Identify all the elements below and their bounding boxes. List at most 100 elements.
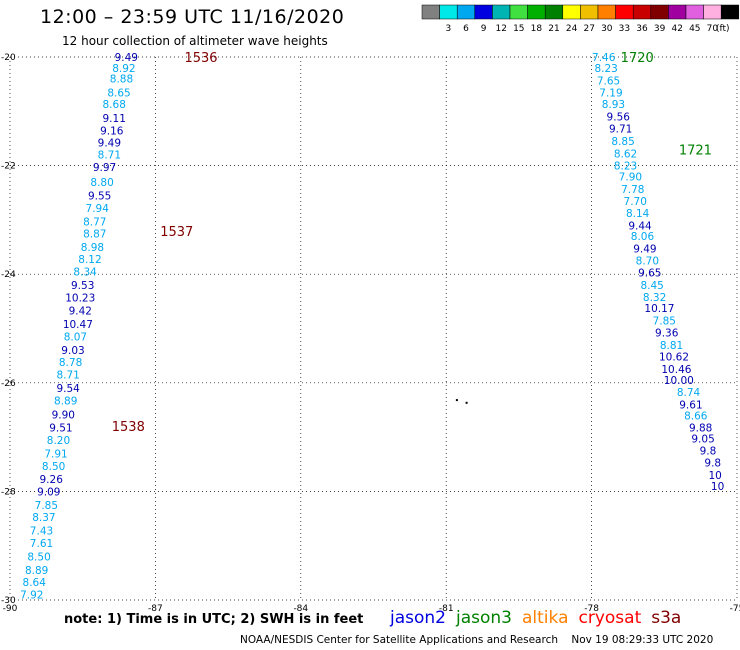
x-tick-label: -84 [293, 604, 308, 614]
wave-height-value: 8.98 [81, 242, 104, 254]
x-tick-label: -90 [3, 604, 18, 614]
colorbar-label: 21 [548, 24, 559, 34]
colorbar-label: 42 [671, 24, 682, 34]
wave-height-value: 9.36 [655, 327, 679, 339]
credit-line: NOAA/NESDIS Center for Satellite Applica… [240, 634, 714, 646]
legend-entry-jason3: jason3 [456, 608, 512, 628]
wave-height-value: 7.46 [592, 52, 616, 64]
chart-title: 12:00 – 23:59 UTC 11/16/2020 [40, 6, 345, 28]
wave-height-value: 10 [711, 481, 724, 493]
legend-entry-altika: altika [522, 608, 569, 628]
wave-height-value: 9.53 [71, 280, 94, 292]
colorbar-unit: (ft) [716, 24, 730, 34]
colorbar-label: 30 [601, 24, 613, 34]
colorbar-label: 6 [463, 24, 469, 34]
wave-height-value: 8.81 [660, 340, 683, 352]
wave-height-value: 10.62 [659, 352, 689, 364]
wave-height-value: 9.05 [691, 434, 714, 446]
y-tick-label: -24 [1, 270, 16, 280]
wave-height-value: 10.47 [63, 319, 93, 331]
wave-height-value: 9.61 [679, 400, 702, 412]
wave-height-value: 8.71 [98, 150, 121, 162]
legend-entry-jason2: jason2 [390, 608, 446, 628]
wave-height-value: 10.23 [65, 293, 95, 305]
wave-height-value: 8.64 [23, 577, 47, 589]
wave-height-value: 8.06 [631, 231, 655, 243]
wave-height-value: 9.49 [98, 137, 121, 149]
wave-height-value: 10.46 [661, 364, 691, 376]
wave-height-value: 8.78 [59, 357, 82, 369]
wave-height-value: 9.51 [49, 422, 72, 434]
wave-height-value: 8.50 [42, 461, 65, 473]
wave-height-value: 9.55 [88, 190, 111, 202]
pass-time-label: 1720 [621, 51, 654, 66]
colorbar-label: 24 [566, 24, 578, 34]
wave-height-value: 8.71 [56, 370, 79, 382]
pass-time-label: 1536 [184, 51, 217, 66]
y-tick-label: -26 [1, 379, 16, 389]
colorbar-label: 12 [495, 24, 506, 34]
legend-entry-cryosat: cryosat [578, 608, 642, 628]
wave-height-value: 8.23 [594, 63, 617, 75]
wave-height-value: 7.90 [619, 171, 642, 183]
wave-height-value: 9.71 [609, 124, 632, 136]
wave-height-value: 7.78 [621, 184, 644, 196]
wave-height-value: 8.66 [684, 410, 708, 422]
x-tick-label: -78 [584, 604, 599, 614]
colorbar-label: 27 [583, 24, 594, 34]
y-tick-label: -28 [1, 487, 16, 497]
wave-height-value: 8.20 [47, 435, 70, 447]
wave-height-value: 9.42 [69, 306, 92, 318]
y-tick-label: -20 [1, 53, 16, 63]
wave-height-value: 7.65 [597, 75, 620, 87]
island-mark [465, 401, 468, 404]
wave-height-value: 9.09 [37, 486, 60, 498]
wave-height-value: 7.92 [20, 590, 43, 602]
wave-height-value: 9.49 [633, 244, 656, 256]
wave-height-value: 9.54 [56, 383, 80, 395]
wave-height-value: 9.97 [93, 162, 116, 174]
colorbar-label: 9 [481, 24, 487, 34]
colorbar-label: 3 [446, 24, 452, 34]
colorbar-label: 70 [707, 24, 719, 34]
wave-height-value: 7.70 [624, 196, 647, 208]
wave-height-value: 8.85 [611, 136, 634, 148]
footer-note: note: 1) Time is in UTC; 2) SWH is in fe… [64, 612, 364, 627]
wave-height-value: 7.43 [30, 525, 53, 537]
wave-height-value: 7.19 [599, 87, 622, 99]
island-mark [455, 399, 458, 402]
wave-height-value: 8.77 [83, 217, 106, 229]
pass-time-label: 1721 [679, 143, 712, 158]
x-tick-label: -75 [730, 604, 740, 614]
wave-height-value: 10 [709, 470, 722, 482]
wave-height-value: 8.07 [64, 332, 87, 344]
wave-height-value: 8.34 [73, 266, 97, 278]
pass-time-label: 1538 [112, 420, 145, 435]
wave-height-value: 7.85 [653, 315, 676, 327]
wave-height-value: 8.32 [643, 292, 666, 304]
colorbar-label: 15 [513, 24, 524, 34]
y-tick-label: -30 [1, 596, 16, 606]
satellite-legend: jason2 jason3 altika cryosat s3a [390, 608, 691, 628]
wave-height-value: 9.16 [100, 125, 124, 137]
wave-height-value: 8.23 [614, 161, 637, 173]
wave-height-value: 9.44 [628, 220, 652, 232]
colorbar-swatch [720, 4, 740, 20]
wave-height-value: 9.65 [638, 268, 661, 280]
x-tick-label: -81 [439, 604, 454, 614]
wave-height-value: 10.00 [664, 375, 694, 387]
wave-height-value: 8.89 [54, 396, 77, 408]
y-tick-label: -22 [1, 162, 16, 172]
colorbar-label: 18 [531, 24, 543, 34]
wave-height-value: 8.50 [27, 552, 50, 564]
wave-height-value: 9.56 [607, 112, 631, 124]
wave-height-value: 9.8 [700, 446, 717, 458]
wave-height-value: 9.90 [52, 409, 75, 421]
wave-height-value: 8.62 [614, 149, 637, 161]
colorbar-label: 36 [636, 24, 648, 34]
colorbar-legend: 3 6 9 12 15 18 21 24 27 30 33 36 39 42 45 70(ft) [421, 4, 740, 34]
wave-height-value: 9.49 [115, 52, 138, 64]
legend-entry-s3a: s3a [651, 608, 682, 628]
wave-height-value: 8.45 [640, 280, 663, 292]
wave-height-value: 9.26 [40, 474, 64, 486]
